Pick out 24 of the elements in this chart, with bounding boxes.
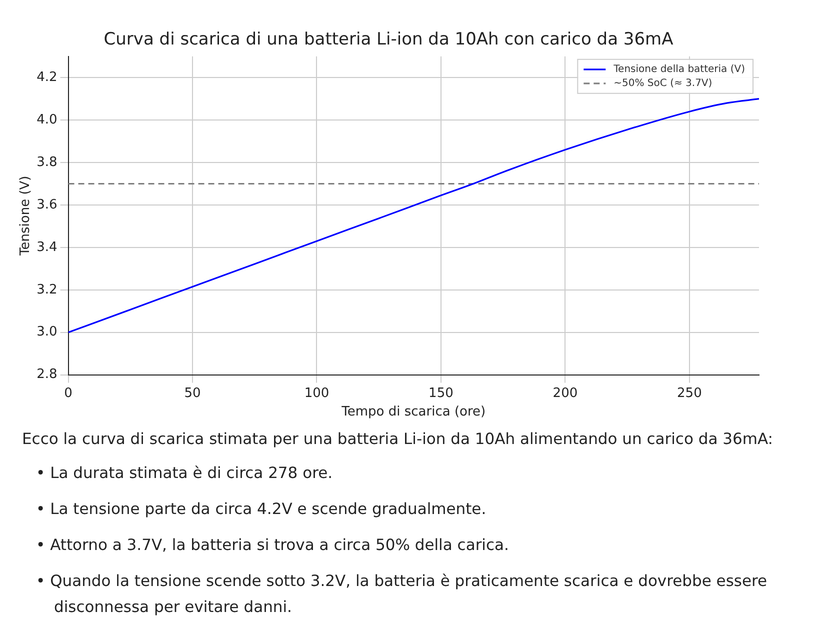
legend-label: Tensione della batteria (V) [612, 64, 746, 75]
legend-label: ~50% SoC (≈ 3.7V) [614, 78, 712, 89]
y-tick-label: 3.6 [36, 197, 58, 212]
y-tick-label: 4.0 [36, 112, 58, 128]
x-tick-label: 50 [184, 386, 201, 401]
y-tick-label: 3.0 [36, 324, 58, 340]
y-tick-label: 2.8 [36, 367, 58, 382]
x-tick-label: 200 [552, 386, 578, 401]
x-axis-title: Tempo di scarica (ore) [340, 404, 486, 420]
y-tick-label: 3.4 [36, 240, 58, 255]
y-tick-label: 3.2 [36, 282, 58, 298]
x-tick-label: 150 [428, 386, 454, 401]
text: • Attorno a 3.7V, la batteria si trova a circa 50% della carica. [36, 535, 510, 556]
text: • La tensione parte da circa 4.2V e scende gradualmente. [36, 499, 488, 520]
x-tick-label: 250 [677, 386, 702, 401]
text: • Quando la tensione scende sotto 3.2V, la batteria è praticamente scarica e dovrebbe essere disconnessa per evitare danni. [36, 571, 768, 618]
y-tick-label: 3.8 [36, 154, 58, 170]
x-tick-label: 0 [64, 386, 72, 401]
chart-title: Curva di scarica di una batteria Li-ion da 10Ah con carico da 36mA [104, 30, 674, 50]
text: Ecco la curva di scarica stimata per una batteria Li-ion da 10Ah alimentando un carico da 36mA: [22, 429, 774, 450]
text: • La durata stimata è di circa 278 ore. [36, 463, 334, 484]
y-axis-title: Tensione (V) [18, 176, 34, 256]
y-tick-label: 4.2 [36, 70, 58, 85]
x-tick-label: 100 [304, 386, 330, 401]
